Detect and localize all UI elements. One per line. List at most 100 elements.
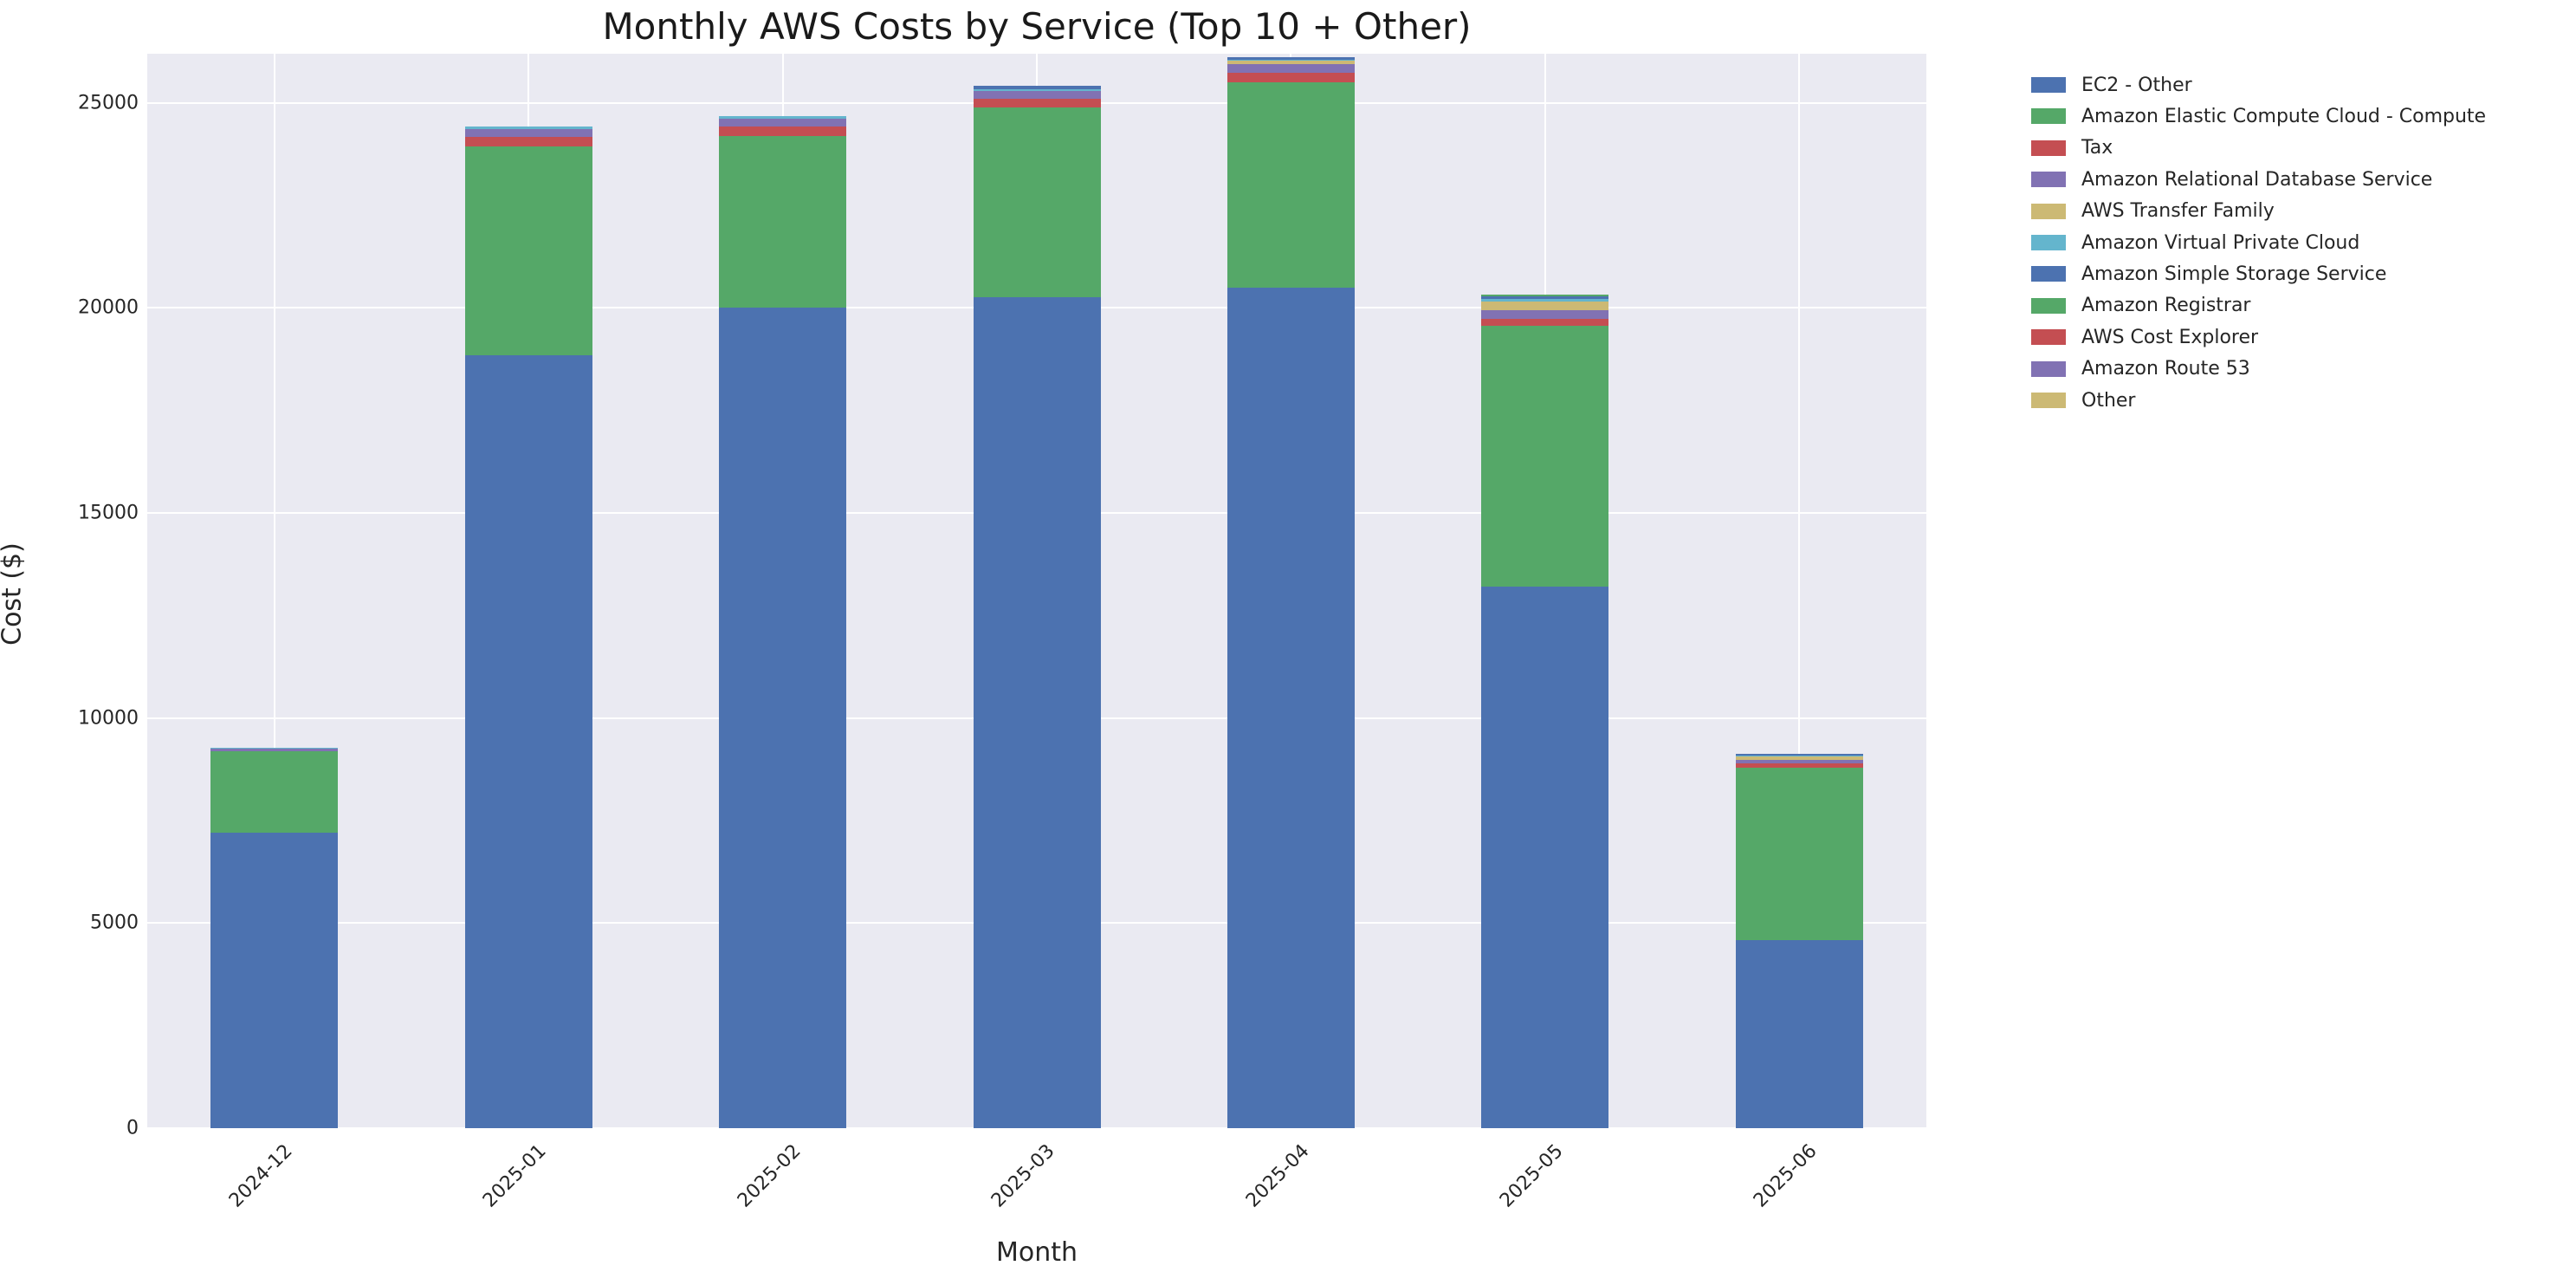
bar-segment bbox=[464, 137, 592, 146]
bar-segment bbox=[210, 750, 339, 834]
legend-swatch bbox=[2031, 203, 2066, 219]
gridline-v bbox=[273, 54, 275, 1128]
legend-label: Amazon Relational Database Service bbox=[2081, 168, 2433, 191]
bar-stack-2024-12 bbox=[210, 54, 339, 1128]
legend-swatch bbox=[2031, 266, 2066, 282]
legend-item: Amazon Elastic Compute Cloud - Compute bbox=[2031, 101, 2486, 132]
bar-segment bbox=[464, 129, 592, 138]
legend-item: Amazon Relational Database Service bbox=[2031, 164, 2432, 195]
legend-label: Tax bbox=[2081, 137, 2113, 159]
legend-item: Amazon Route 53 bbox=[2031, 354, 2250, 385]
x-tick-text: 2025-02 bbox=[733, 1140, 806, 1212]
y-tick-text: 0 bbox=[126, 1117, 139, 1139]
bar-segment bbox=[1227, 56, 1355, 60]
legend-item: EC2 - Other bbox=[2031, 69, 2192, 101]
legend-label: AWS Cost Explorer bbox=[2081, 326, 2259, 348]
bar-segment bbox=[973, 89, 1101, 92]
bar-segment bbox=[464, 127, 592, 130]
bar-stack-2025-06 bbox=[1735, 54, 1863, 1128]
bar-segment bbox=[1735, 763, 1863, 768]
bar-stack-2025-02 bbox=[719, 54, 847, 1128]
bar-segment bbox=[1735, 768, 1863, 941]
legend-label: Amazon Elastic Compute Cloud - Compute bbox=[2081, 105, 2487, 127]
legend-swatch bbox=[2031, 235, 2066, 250]
bar-segment bbox=[1481, 326, 1609, 587]
y-tick-text: 25000 bbox=[78, 92, 139, 114]
x-tick-text: 2025-05 bbox=[1495, 1140, 1568, 1212]
bar-segment bbox=[973, 107, 1101, 298]
x-tick-text: 2025-04 bbox=[1241, 1140, 1314, 1212]
legend-swatch bbox=[2031, 108, 2066, 125]
x-tick-text: 2025-06 bbox=[1750, 1140, 1822, 1212]
legend-swatch bbox=[2031, 297, 2066, 314]
bar-segment bbox=[719, 116, 847, 119]
x-axis-label: Month bbox=[995, 1237, 1078, 1268]
bar-segment bbox=[1481, 296, 1609, 299]
bar-segment bbox=[1481, 309, 1609, 320]
y-tick-text: 15000 bbox=[78, 502, 139, 524]
bar-segment bbox=[973, 91, 1101, 100]
legend-label: Other bbox=[2081, 389, 2136, 412]
legend-label: Amazon Route 53 bbox=[2081, 358, 2250, 380]
bar-segment bbox=[1481, 298, 1609, 302]
legend-swatch bbox=[2031, 140, 2066, 156]
x-tick-text: 2025-01 bbox=[479, 1140, 551, 1212]
bar-segment bbox=[1227, 64, 1355, 73]
bar-stack-2025-04 bbox=[1227, 54, 1355, 1128]
plot-area bbox=[147, 54, 1926, 1128]
legend-label: Amazon Simple Storage Service bbox=[2081, 263, 2387, 285]
x-tick-text: 2024-12 bbox=[224, 1140, 297, 1212]
bar-segment bbox=[1481, 319, 1609, 327]
legend-item: Other bbox=[2031, 385, 2135, 416]
bar-segment bbox=[1227, 72, 1355, 83]
bar-stack-2025-03 bbox=[973, 54, 1101, 1128]
bar-segment bbox=[719, 135, 847, 308]
y-axis-label: Cost ($) bbox=[0, 542, 28, 646]
bar-segment bbox=[1227, 82, 1355, 289]
bar-stack-2025-01 bbox=[464, 54, 592, 1128]
bar-segment bbox=[1735, 940, 1863, 1128]
bar-segment bbox=[464, 355, 592, 1128]
bar-segment bbox=[719, 126, 847, 136]
chart-title: Monthly AWS Costs by Service (Top 10 + O… bbox=[602, 5, 1472, 48]
bar-segment bbox=[1481, 295, 1609, 297]
x-tick-text: 2025-03 bbox=[987, 1140, 1059, 1212]
legend-swatch bbox=[2031, 172, 2066, 188]
bar-segment bbox=[464, 146, 592, 356]
bar-segment bbox=[210, 833, 339, 1128]
legend-swatch bbox=[2031, 360, 2066, 377]
y-tick-text: 20000 bbox=[78, 296, 139, 319]
legend-item: Amazon Simple Storage Service bbox=[2031, 258, 2386, 289]
y-tick-text: 5000 bbox=[90, 912, 139, 934]
legend-item: Amazon Virtual Private Cloud bbox=[2031, 227, 2359, 258]
legend-item: Tax bbox=[2031, 133, 2113, 164]
bar-segment bbox=[1735, 753, 1863, 756]
bar-segment bbox=[1227, 59, 1355, 62]
bar-segment bbox=[1227, 288, 1355, 1128]
bar-segment bbox=[719, 118, 847, 127]
bar-segment bbox=[719, 307, 847, 1128]
bar-segment bbox=[210, 747, 339, 749]
bar-segment bbox=[973, 85, 1101, 90]
legend-label: Amazon Registrar bbox=[2081, 295, 2251, 317]
legend-item: AWS Transfer Family bbox=[2031, 196, 2275, 227]
bar-segment bbox=[1481, 302, 1609, 310]
bar-stack-2025-05 bbox=[1481, 54, 1609, 1128]
bar-segment bbox=[1227, 61, 1355, 65]
bar-segment bbox=[973, 297, 1101, 1128]
bar-segment bbox=[210, 748, 339, 751]
legend-item: Amazon Registrar bbox=[2031, 290, 2250, 321]
bar-segment bbox=[1735, 759, 1863, 764]
gridline-v bbox=[1798, 54, 1801, 1128]
bar-segment bbox=[1481, 586, 1609, 1128]
bar-segment bbox=[973, 99, 1101, 108]
legend-label: AWS Transfer Family bbox=[2081, 200, 2275, 223]
legend-swatch bbox=[2031, 77, 2066, 93]
legend-label: Amazon Virtual Private Cloud bbox=[2081, 231, 2360, 254]
legend-label: EC2 - Other bbox=[2081, 74, 2192, 96]
legend-item: AWS Cost Explorer bbox=[2031, 321, 2258, 353]
bar-segment bbox=[1735, 756, 1863, 760]
y-tick-text: 10000 bbox=[78, 707, 139, 730]
legend-swatch bbox=[2031, 329, 2066, 346]
